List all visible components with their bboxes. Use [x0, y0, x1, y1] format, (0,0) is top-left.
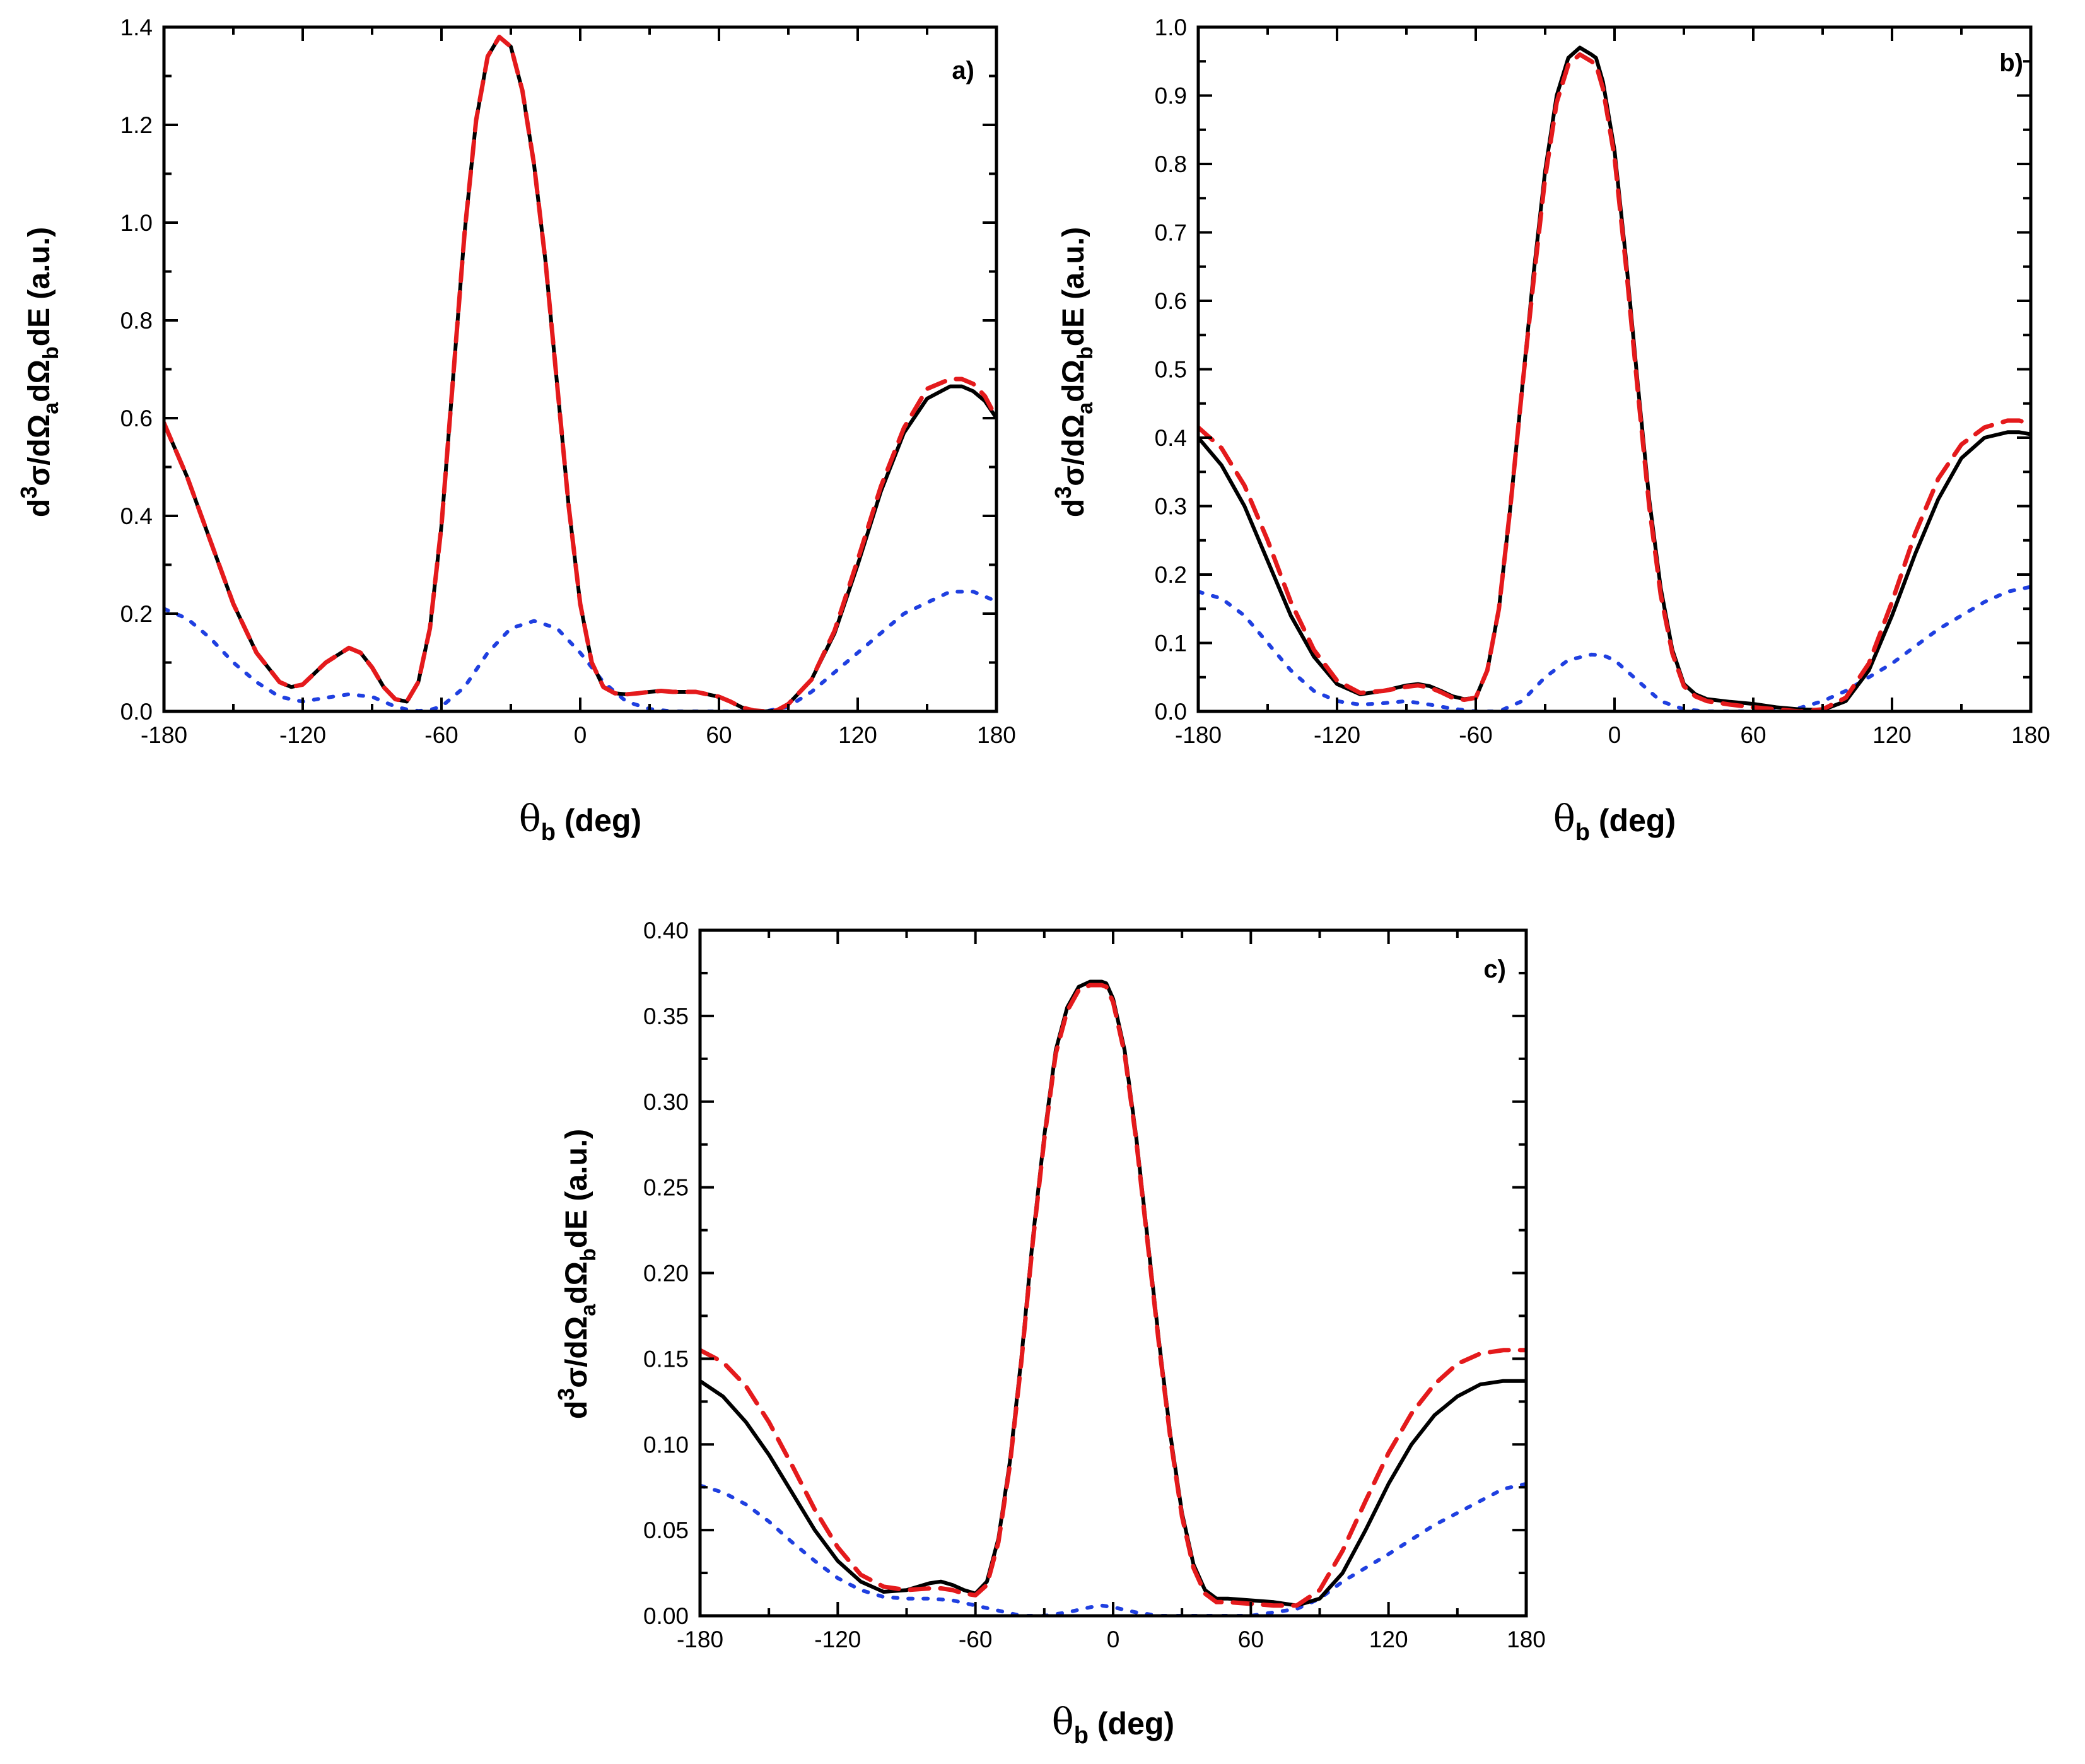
panel-label-a: a) [952, 57, 974, 85]
y-tick-label: 0.0 [120, 699, 153, 725]
x-tick-label: -60 [424, 722, 458, 748]
x-tick-label: 180 [977, 722, 1016, 748]
y-tick-label: 0.0 [1155, 699, 1187, 725]
x-tick-label: -60 [1459, 722, 1492, 748]
y-tick-label: 0.1 [1155, 631, 1187, 657]
x-tick-label: -120 [279, 722, 326, 748]
plot-frame-c [698, 928, 1528, 1618]
x-tick-label: 180 [2011, 722, 2050, 748]
series-dotted-b [1198, 585, 2031, 711]
series-dotted-a [164, 590, 996, 711]
y-tick-label: 0.4 [120, 503, 153, 529]
x-tick-label: -120 [1314, 722, 1360, 748]
x-tick-label: 0 [1608, 722, 1621, 748]
y-tick-label: 0.5 [1155, 357, 1187, 383]
series-dashed-a [164, 35, 996, 711]
chart-panel-a: -180 -120 -60 0 60 120 180 0.0 0.2 0.4 0.6 0.8 1.0 1.… [16, 15, 1016, 846]
y-tick-label: 0.6 [1155, 288, 1187, 314]
y-tick-label: 0.15 [643, 1346, 689, 1372]
x-tick-label: 0 [574, 722, 587, 748]
x-tick-label: -180 [141, 722, 187, 748]
y-tick-label: 1.0 [120, 210, 153, 236]
x-tick-label: 60 [706, 722, 732, 748]
y-tick-label: 0.00 [643, 1603, 689, 1629]
y-tick-label: 0.40 [643, 918, 689, 943]
y-tick-label: 0.05 [643, 1517, 689, 1543]
series-dotted-c [700, 1481, 1526, 1616]
panel-label-c: c) [1483, 955, 1506, 983]
x-tick-label: 120 [1369, 1627, 1408, 1652]
y-tick-label: 0.35 [643, 1003, 689, 1029]
y-tick-label: 0.6 [120, 406, 153, 431]
y-tick-label: 0.9 [1155, 83, 1187, 109]
y-axis-title-b: d3σ/dΩadΩbdE (a.u.) [1050, 227, 1097, 517]
panel-label-b: b) [1999, 49, 2023, 77]
x-axis-title-c: θb (deg) [1052, 1700, 1174, 1749]
x-tick-label: 120 [1872, 722, 1912, 748]
y-tick-label: 0.30 [643, 1089, 689, 1115]
y-tick-label: 0.7 [1155, 220, 1187, 246]
x-tick-label: -180 [677, 1627, 723, 1652]
y-tick-label: 0.3 [1155, 494, 1187, 520]
chart-panel-c: -180 -120 -60 0 60 120 180 0.00 0.05 0.10 0.15 0.20… [553, 918, 1546, 1749]
x-tick-label: 60 [1740, 722, 1766, 748]
plot-frame-b [1196, 25, 2033, 713]
y-tick-label: 0.10 [643, 1432, 689, 1457]
chart-panel-b: -180 -120 -60 0 60 120 180 0.0 0.1 0.2 0.3 0.4 0.5 0.… [1050, 15, 2050, 846]
y-tick-label: 0.20 [643, 1261, 689, 1287]
series-solid-c [700, 979, 1526, 1608]
y-tick-label: 1.0 [1155, 15, 1187, 40]
y-tick-label: 0.8 [1155, 151, 1187, 177]
y-tick-label: 0.4 [1155, 425, 1187, 451]
series-dashed-b [1198, 52, 2031, 711]
y-tick-label: 0.2 [1155, 562, 1187, 588]
y-tick-label: 1.4 [120, 15, 153, 40]
y-tick-label: 0.2 [120, 601, 153, 627]
x-tick-label: 60 [1238, 1627, 1264, 1652]
x-tick-label: 0 [1107, 1627, 1120, 1652]
x-axis-title-a: θb (deg) [519, 797, 641, 846]
y-axis-title-c: d3σ/dΩadΩbdE (a.u.) [553, 1129, 600, 1419]
x-axis-title-b: θb (deg) [1553, 797, 1676, 846]
x-tick-label: 180 [1507, 1627, 1546, 1652]
x-tick-label: -120 [814, 1627, 861, 1652]
y-tick-label: 1.2 [120, 112, 153, 138]
x-tick-label: 120 [838, 722, 877, 748]
y-tick-label: 0.25 [643, 1175, 689, 1201]
series-dashed-c [700, 983, 1526, 1608]
y-tick-label: 0.8 [120, 308, 153, 334]
x-tick-label: -60 [959, 1627, 992, 1652]
x-tick-label: -180 [1175, 722, 1222, 748]
y-axis-title-a: d3σ/dΩadΩbdE (a.u.) [16, 227, 63, 517]
